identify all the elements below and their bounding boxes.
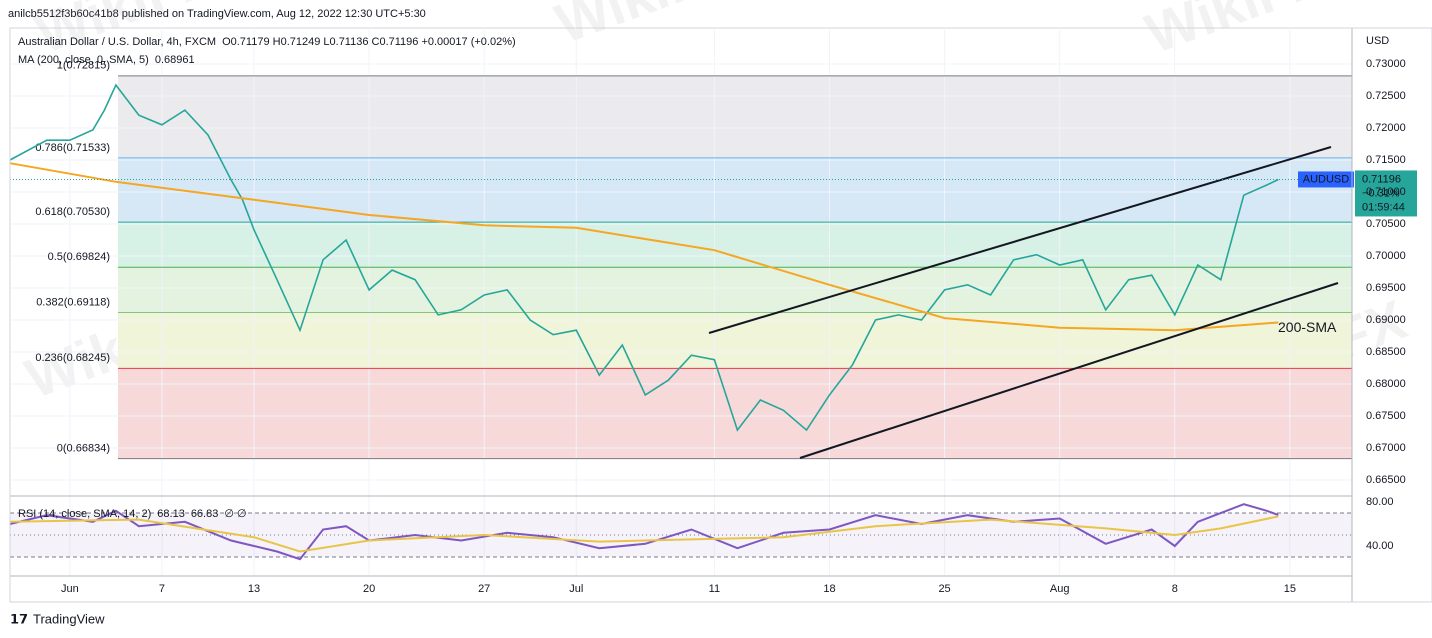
series-line bbox=[9, 83, 1279, 432]
x-tick-label: 8 bbox=[1172, 583, 1178, 595]
fib-zone bbox=[118, 222, 1352, 268]
y-tick-label: 0.73000 bbox=[1366, 58, 1406, 70]
channel-upper bbox=[708, 146, 1332, 334]
price-tag bbox=[1355, 170, 1417, 217]
overlays: Australian Dollar / U.S. Dollar, 4h, FXC… bbox=[10, 36, 1417, 520]
x-tick-label: 20 bbox=[363, 583, 375, 595]
fib-zone bbox=[118, 157, 1352, 223]
series-line bbox=[9, 162, 1279, 332]
fib-label: 0.786(0.71533) bbox=[35, 142, 110, 154]
x-tick-label: 15 bbox=[1284, 583, 1296, 595]
fib-label: 1(0.72815) bbox=[57, 60, 110, 72]
y-tick-label: 0.72500 bbox=[1366, 90, 1406, 102]
y-tick-label: 0.67500 bbox=[1366, 410, 1406, 422]
y-tick-label: 0.71000 bbox=[1366, 186, 1406, 198]
fib-zone bbox=[118, 267, 1352, 313]
x-tick-label: 25 bbox=[938, 583, 950, 595]
axis-unit: USD bbox=[1366, 35, 1389, 47]
y-tick-label: 0.67000 bbox=[1366, 442, 1406, 454]
legend-ma: MA (200, close, 0, SMA, 5) bbox=[18, 54, 149, 66]
price-tag-change: −0.31% bbox=[1362, 187, 1400, 199]
x-tick-label: 18 bbox=[823, 583, 835, 595]
legend-extra: ∅ ∅ bbox=[224, 508, 246, 520]
series-line bbox=[9, 503, 1279, 561]
x-tick-label: 27 bbox=[478, 583, 490, 595]
publisher: anilcb5512f3b60c41b8 published on Tradin… bbox=[8, 8, 426, 20]
y-tick-label: 0.70000 bbox=[1366, 250, 1406, 262]
price-tag-countdown: 01:59:44 bbox=[1362, 201, 1405, 213]
fib-label: 0.618(0.70530) bbox=[35, 206, 110, 218]
y-tick-label: 0.66500 bbox=[1366, 474, 1406, 486]
fib-label: 0.236(0.68245) bbox=[35, 352, 110, 364]
legend-rsi: RSI (14, close, SMA, 14, 2) bbox=[18, 508, 151, 520]
legend-ohlc: O0.71179 H0.71249 L0.71136 C0.71196 +0.0… bbox=[222, 36, 516, 48]
price-tag-value: 0.71196 bbox=[1362, 173, 1401, 185]
x-tick-label: 13 bbox=[248, 583, 260, 595]
fib-label: 0.382(0.69118) bbox=[36, 296, 110, 308]
y-tick-label: 80.00 bbox=[1366, 496, 1394, 508]
y-tick-label: 0.68500 bbox=[1366, 346, 1406, 358]
fib-label: 0(0.66834) bbox=[57, 443, 110, 455]
y-tick-label: 0.68000 bbox=[1366, 378, 1406, 390]
x-tick-label: 7 bbox=[159, 583, 165, 595]
y-tick-label: 0.71500 bbox=[1366, 154, 1406, 166]
y-tick-label: 40.00 bbox=[1366, 540, 1394, 552]
annotation: 200-SMA bbox=[1278, 319, 1337, 335]
y-tick-label: 0.72000 bbox=[1366, 122, 1406, 134]
fib-zone bbox=[118, 75, 1352, 158]
legend-ma-value: 0.68961 bbox=[155, 54, 195, 66]
legend-rsi-value: 68.13 bbox=[157, 508, 185, 520]
series-line bbox=[9, 515, 1279, 553]
footer: TradingView bbox=[33, 611, 105, 626]
frame bbox=[9, 27, 1432, 603]
fib-label: 0.5(0.69824) bbox=[48, 251, 110, 263]
channel-lower bbox=[799, 282, 1339, 459]
x-tick-label: Jul bbox=[569, 583, 583, 595]
symbol-tag-text: AUDUSD bbox=[1303, 173, 1350, 185]
fib-zone bbox=[118, 312, 1352, 369]
x-tick-label: Jun bbox=[61, 583, 79, 595]
legend-rsi-ma-value: 66.83 bbox=[191, 508, 219, 520]
x-tick-label: Aug bbox=[1050, 583, 1070, 595]
symbol-tag bbox=[1298, 171, 1354, 188]
x-tick-label: 11 bbox=[709, 583, 720, 595]
y-tick-label: 0.70500 bbox=[1366, 218, 1406, 230]
footer-logo: 𝟭𝟳 bbox=[10, 611, 28, 626]
fib-zone bbox=[118, 368, 1352, 459]
y-tick-label: 0.69500 bbox=[1366, 282, 1406, 294]
legend-symbol: Australian Dollar / U.S. Dollar, 4h, FXC… bbox=[18, 36, 216, 48]
y-tick-label: 0.69000 bbox=[1366, 314, 1406, 326]
